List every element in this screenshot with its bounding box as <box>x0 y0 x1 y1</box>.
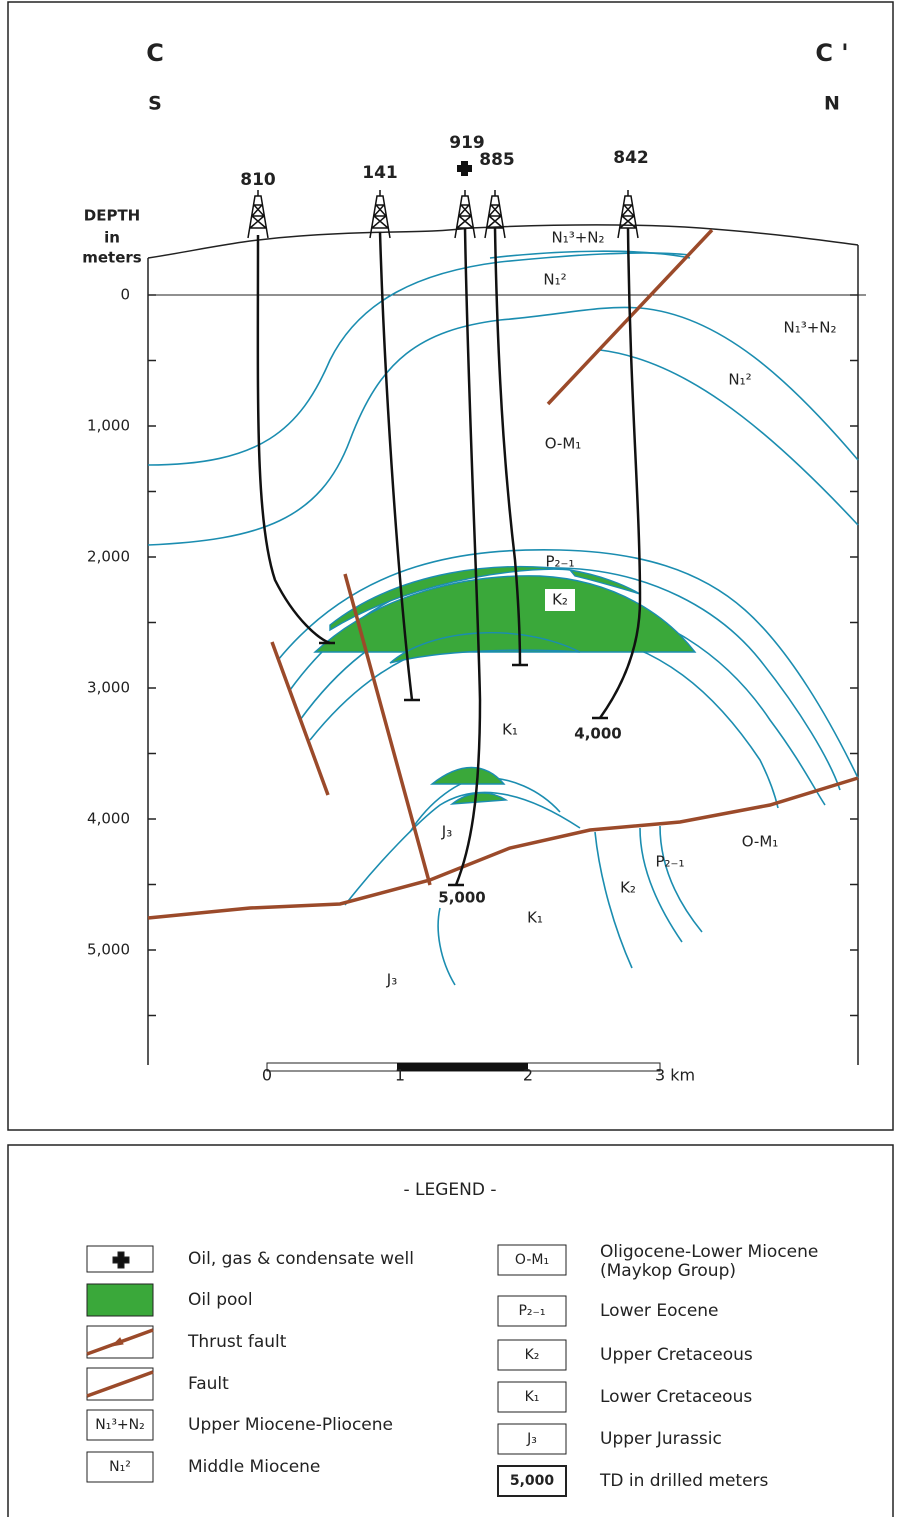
scale-label: 2 <box>523 1066 533 1085</box>
oil-pool <box>432 768 504 785</box>
fault <box>272 642 328 795</box>
well-label: 842 <box>613 148 649 168</box>
horizon <box>310 632 778 808</box>
formation-label: N₁³+N₂ <box>551 229 604 247</box>
formation-label: N₁² <box>543 271 566 289</box>
legend-label: Lower Eocene <box>600 1301 719 1321</box>
formation-label: N₁² <box>728 371 751 389</box>
formation-label: K₂ <box>620 879 636 897</box>
derrick <box>370 190 390 238</box>
formation-label: J₃ <box>441 823 452 841</box>
oil-well-icon <box>457 161 472 176</box>
formation-label: O-M₁ <box>545 435 582 453</box>
derrick <box>248 190 268 238</box>
formation-label: K₁ <box>527 909 543 927</box>
depth-label: 3,000 <box>87 679 130 697</box>
depth-title: in <box>104 229 120 247</box>
page: C C ' S N DEPTH in meters 0 1,000 2,000 3,000 4,000… <box>0 0 901 1517</box>
scale-label: 0 <box>262 1066 272 1085</box>
well-label: 885 <box>479 150 515 170</box>
oil-pool <box>452 793 506 804</box>
formation-label: O-M₁ <box>742 833 779 851</box>
legend-symbol: N₁² <box>109 1459 131 1475</box>
legend-label: Upper Jurassic <box>600 1429 722 1449</box>
legend-symbol: J₃ <box>526 1431 537 1447</box>
legend-box <box>87 1284 153 1316</box>
section-frame <box>8 2 893 1130</box>
legend-label: Fault <box>188 1374 229 1394</box>
td-label: 5,000 <box>438 889 485 907</box>
depth-title: DEPTH <box>84 207 140 225</box>
depth-label: 5,000 <box>87 941 130 959</box>
legend-symbols <box>87 1245 566 1496</box>
depth-label: 1,000 <box>87 417 130 435</box>
legend-label: Oil pool <box>188 1290 253 1310</box>
td-label: 4,000 <box>574 725 621 743</box>
well-label: 141 <box>362 163 398 183</box>
legend-label: Oligocene-Lower Miocene <box>600 1242 818 1262</box>
legend-symbol: P₂₋₁ <box>518 1303 545 1319</box>
section-label: C ' <box>815 39 848 67</box>
legend-label: Upper Miocene-Pliocene <box>188 1415 393 1435</box>
formation-label: N₁³+N₂ <box>783 319 836 337</box>
horizon <box>595 832 632 968</box>
direction-label: S <box>148 93 162 115</box>
legend-label: Oil, gas & condensate well <box>188 1249 414 1269</box>
direction-label: N <box>824 93 840 115</box>
scale-label: 3 km <box>655 1066 695 1085</box>
scale-label: 1 <box>395 1066 405 1085</box>
formation-label: P₂₋₁ <box>546 553 575 571</box>
scale-bar-segment <box>397 1063 528 1071</box>
formation-label: K₂ <box>552 591 568 609</box>
legend-label: TD in drilled meters <box>599 1471 769 1491</box>
horizon <box>148 253 690 465</box>
depth-label: 2,000 <box>87 548 130 566</box>
formation-label: P₂₋₁ <box>656 853 685 871</box>
legend-symbol: K₁ <box>525 1389 540 1405</box>
formation-label: J₃ <box>386 971 397 989</box>
legend-symbol: O-M₁ <box>515 1252 549 1268</box>
section-label: C <box>146 39 164 67</box>
legend-symbol: 5,000 <box>510 1473 555 1489</box>
well-label: 810 <box>240 170 276 190</box>
cross-section <box>148 225 866 1071</box>
depth-label: 4,000 <box>87 810 130 828</box>
legend-label: Thrust fault <box>187 1332 287 1352</box>
legend-title: - LEGEND - <box>403 1180 496 1200</box>
legend-label: Upper Cretaceous <box>600 1345 753 1365</box>
legend-symbol: N₁³+N₂ <box>95 1417 145 1433</box>
legend-label: Lower Cretaceous <box>600 1387 752 1407</box>
horizon <box>438 908 455 985</box>
formation-label: K₁ <box>502 721 518 739</box>
legend-label: Middle Miocene <box>188 1457 320 1477</box>
legend-symbol: K₂ <box>525 1347 540 1363</box>
legend-label: (Maykop Group) <box>600 1261 736 1281</box>
depth-label: 0 <box>120 286 130 304</box>
depth-title: meters <box>82 249 142 267</box>
